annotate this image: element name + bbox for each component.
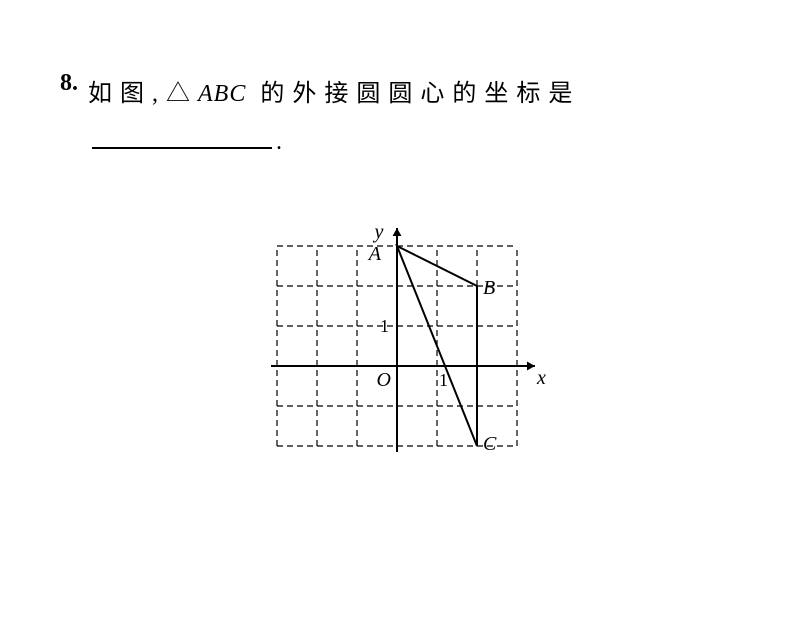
triangle-label: ABC [198, 81, 246, 107]
svg-text:A: A [367, 243, 382, 265]
period: . [276, 129, 290, 155]
svg-text:O: O [377, 369, 391, 391]
problem-container: 8. 如图,△ABC 的外接圆圆心的坐标是 . [60, 70, 734, 166]
svg-text:1: 1 [439, 370, 448, 390]
svg-text:x: x [536, 367, 546, 389]
problem-text: 如图,△ABC 的外接圆圆心的坐标是 . [88, 70, 580, 166]
answer-blank [92, 144, 272, 149]
diagram-container: y x O 1 1 A B C [60, 206, 734, 486]
svg-text:C: C [483, 433, 497, 455]
problem-number: 8. [60, 70, 78, 97]
text-part2: 的外接圆圆心的坐标是 [246, 81, 580, 107]
text-part1: 如图, [88, 81, 166, 107]
svg-text:y: y [373, 221, 384, 243]
coordinate-diagram: y x O 1 1 A B C [237, 206, 557, 486]
svg-text:B: B [483, 277, 495, 299]
triangle-symbol: △ [166, 81, 198, 107]
svg-text:1: 1 [380, 316, 389, 336]
